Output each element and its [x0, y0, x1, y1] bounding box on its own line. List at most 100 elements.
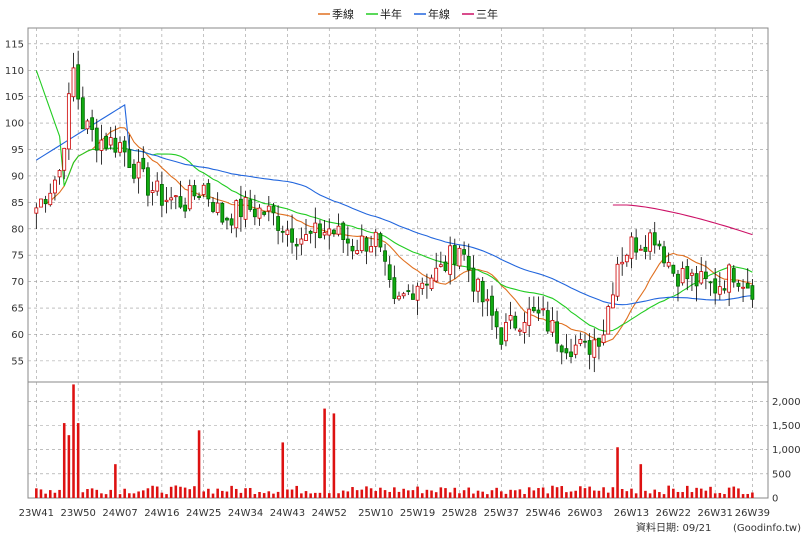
volume-bar [360, 489, 364, 498]
candle-body [201, 184, 206, 195]
volume-bar [537, 488, 540, 498]
volume-bar [411, 490, 415, 498]
candle-body [155, 180, 160, 192]
volume-bar [86, 489, 89, 498]
volume-bar [560, 486, 564, 498]
volume-bars [35, 384, 754, 498]
volume-bar [616, 447, 619, 498]
volume-bar [527, 487, 531, 498]
candle-body [490, 295, 494, 316]
candle-body [671, 264, 676, 274]
candle-body [243, 197, 248, 220]
candle-body [387, 264, 392, 280]
volume-bar [486, 494, 489, 498]
volume-bar [704, 490, 708, 498]
price-tick-label: 65 [11, 304, 24, 315]
candle-body [378, 233, 383, 248]
volume-bar [676, 491, 680, 498]
candle-body [90, 117, 95, 130]
candle-body [336, 225, 341, 235]
week-tick-label: 26W39 [735, 508, 770, 519]
legend-label: 三年 [476, 7, 498, 21]
volume-bar [593, 490, 596, 498]
legend-label: 季線 [332, 7, 354, 21]
volume-bar [309, 493, 312, 498]
volume-bar [174, 485, 178, 498]
candle-body [643, 246, 648, 252]
volume-axis-labels: 0 500 1,000 1,500 2,000 [772, 397, 801, 505]
candle-body [206, 183, 211, 200]
volume-bar [327, 493, 331, 498]
volume-bar [709, 486, 712, 498]
candle-body [34, 207, 39, 214]
moving-average-lines [35, 70, 753, 344]
volume-bar [193, 486, 196, 498]
candle-body [731, 268, 736, 283]
volume-bar [374, 491, 378, 498]
volume-bar [286, 489, 289, 498]
candle-body [238, 198, 243, 218]
volume-tick-label: 500 [772, 469, 791, 480]
candle-body [634, 237, 639, 253]
candle-body [248, 199, 253, 210]
volume-bar [188, 489, 192, 498]
price-tick-label: 60 [11, 330, 24, 341]
volume-bar [323, 408, 326, 498]
candle-body [424, 283, 429, 286]
volume-bar [639, 464, 643, 498]
volume-bar [546, 493, 550, 498]
candle-body [745, 283, 750, 289]
volume-bar [541, 487, 545, 498]
volume-bar [476, 490, 480, 498]
price-tick-label: 55 [11, 356, 24, 367]
volume-bar [314, 492, 317, 498]
candle-body [527, 308, 532, 326]
volume-panel-frame [27, 381, 769, 499]
volume-bar [690, 492, 694, 498]
price-tick-label: 80 [11, 224, 24, 235]
candle-body [262, 211, 267, 215]
candle-body [94, 127, 99, 151]
candle-body [355, 250, 360, 254]
volume-bar [72, 384, 75, 498]
candle-body [741, 286, 745, 289]
candle-body [220, 202, 225, 223]
candle-body [448, 245, 453, 275]
candle-body [392, 277, 397, 299]
candle-body [62, 147, 67, 171]
volume-bar [128, 493, 131, 498]
candle-body [257, 207, 262, 219]
volume-bar [518, 489, 522, 498]
price-tick-label: 115 [5, 39, 24, 50]
candle-body [569, 351, 573, 358]
candle-body [592, 339, 597, 358]
volume-bar [95, 489, 99, 498]
candle-body [183, 204, 188, 212]
candle-body [694, 273, 699, 287]
ma-quarter-line [45, 127, 753, 344]
volume-bar [746, 493, 750, 498]
candle-body [85, 120, 90, 130]
candle-body [169, 197, 174, 201]
data-date-label: 資料日期: 09/21 [636, 521, 711, 534]
week-tick-label: 26W22 [656, 508, 691, 519]
candle-body [397, 295, 401, 300]
candle-body [276, 216, 281, 231]
candle-body [620, 261, 625, 265]
volume-bar [216, 488, 219, 498]
volume-tick-label: 0 [772, 494, 778, 505]
candle-body [429, 277, 434, 290]
candle-body [597, 337, 601, 347]
ma-year-line [36, 103, 753, 306]
candle-body [318, 223, 322, 239]
candle-body [327, 228, 332, 236]
candle-body [624, 254, 629, 263]
candle-body [192, 185, 197, 197]
candle-body [541, 308, 546, 311]
volume-bar [258, 491, 261, 498]
volume-bar [662, 494, 666, 498]
candle-body [53, 179, 57, 194]
volume-bar [225, 491, 229, 498]
candle-body [494, 311, 499, 328]
candle-body [341, 222, 346, 240]
